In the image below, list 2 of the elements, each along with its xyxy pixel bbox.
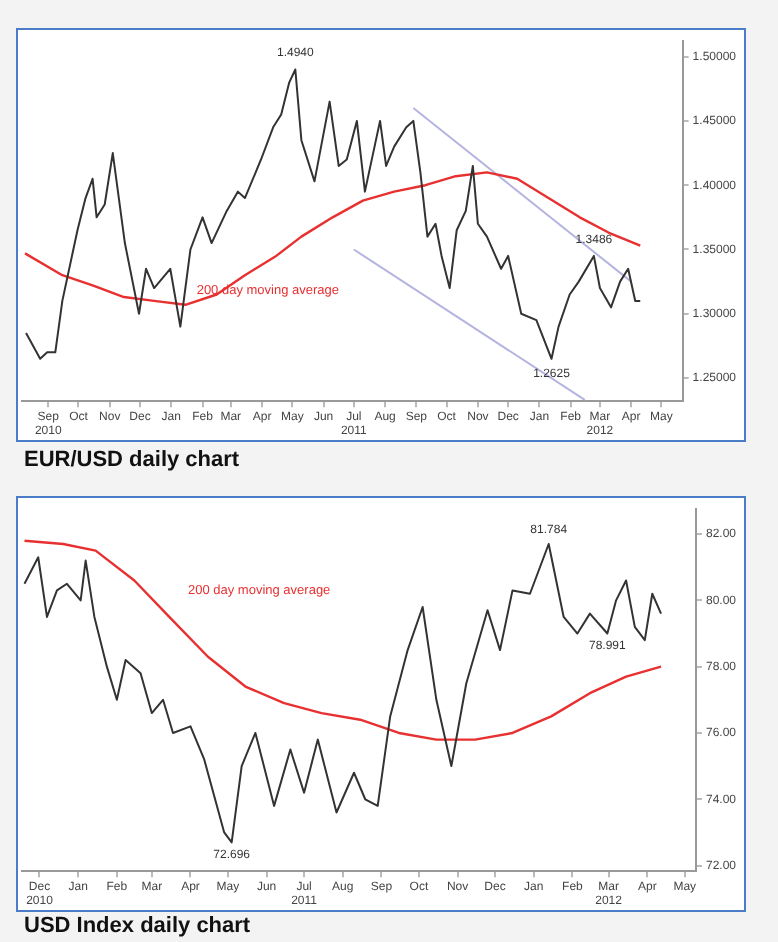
text: USD Index daily chart bbox=[24, 914, 251, 938]
text: EUR/USD daily chart bbox=[24, 448, 240, 472]
